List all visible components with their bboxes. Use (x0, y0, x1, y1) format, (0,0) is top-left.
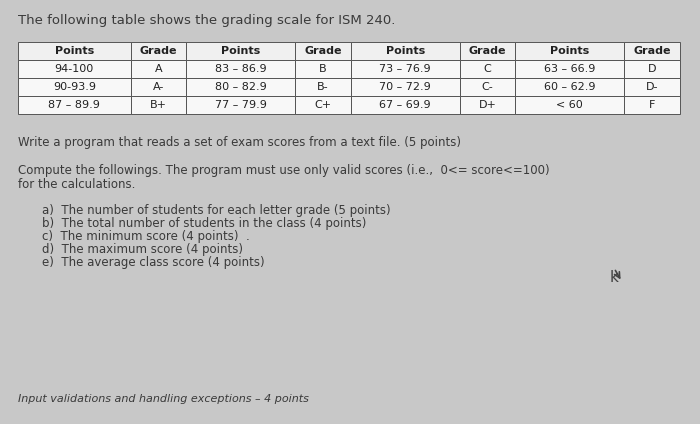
Text: e)  The average class score (4 points): e) The average class score (4 points) (42, 256, 265, 269)
Bar (295, 60, 351, 78)
Text: Grade: Grade (469, 46, 506, 56)
Text: 70 – 72.9: 70 – 72.9 (379, 82, 431, 92)
Text: D-: D- (646, 82, 658, 92)
Text: 94-100: 94-100 (55, 64, 94, 74)
Text: B-: B- (317, 82, 329, 92)
Bar (186, 96, 295, 114)
Bar (460, 60, 515, 78)
Bar (130, 78, 186, 96)
Text: 73 – 76.9: 73 – 76.9 (379, 64, 431, 74)
Bar (624, 60, 680, 78)
Text: Grade: Grade (304, 46, 342, 56)
Bar (18, 60, 130, 78)
Text: The following table shows the grading scale for ISM 240.: The following table shows the grading sc… (18, 14, 395, 27)
Text: Points: Points (221, 46, 260, 56)
Text: Points: Points (55, 46, 94, 56)
Text: A-: A- (153, 82, 164, 92)
Text: F: F (649, 100, 655, 110)
Text: b)  The total number of students in the class (4 points): b) The total number of students in the c… (42, 217, 366, 230)
Text: 90-93.9: 90-93.9 (52, 82, 96, 92)
Bar (186, 78, 295, 96)
Bar (460, 96, 515, 114)
Text: 87 – 89.9: 87 – 89.9 (48, 100, 100, 110)
Bar (186, 60, 295, 78)
Text: Grade: Grade (140, 46, 177, 56)
Bar (351, 78, 460, 96)
Bar (460, 42, 515, 60)
Text: C+: C+ (314, 100, 332, 110)
Text: 80 – 82.9: 80 – 82.9 (215, 82, 267, 92)
Text: D: D (648, 64, 657, 74)
Text: 77 – 79.9: 77 – 79.9 (215, 100, 267, 110)
Text: < 60: < 60 (556, 100, 583, 110)
Bar (130, 96, 186, 114)
Bar (295, 42, 351, 60)
Text: 83 – 86.9: 83 – 86.9 (215, 64, 267, 74)
Bar (515, 42, 624, 60)
Bar (624, 78, 680, 96)
Bar (515, 96, 624, 114)
Bar (130, 60, 186, 78)
Text: d)  The maximum score (4 points): d) The maximum score (4 points) (42, 243, 243, 256)
Bar (515, 78, 624, 96)
Bar (351, 96, 460, 114)
Text: B+: B+ (150, 100, 167, 110)
Text: Input validations and handling exceptions – 4 points: Input validations and handling exception… (18, 394, 309, 404)
Text: C-: C- (482, 82, 494, 92)
Bar (351, 42, 460, 60)
Text: a)  The number of students for each letter grade (5 points): a) The number of students for each lette… (42, 204, 391, 217)
Bar (130, 42, 186, 60)
Text: B: B (319, 64, 327, 74)
Bar (624, 42, 680, 60)
Text: Compute the followings. The program must use only valid scores (i.e.,  0<= score: Compute the followings. The program must… (18, 164, 550, 177)
Text: k: k (610, 270, 619, 285)
Bar (351, 60, 460, 78)
Bar (515, 60, 624, 78)
Bar (295, 78, 351, 96)
Text: C: C (484, 64, 491, 74)
Bar (460, 78, 515, 96)
Text: 63 – 66.9: 63 – 66.9 (544, 64, 596, 74)
Text: Grade: Grade (634, 46, 671, 56)
Text: A: A (155, 64, 162, 74)
Text: D+: D+ (479, 100, 496, 110)
Bar (295, 96, 351, 114)
Bar (18, 96, 130, 114)
Text: 67 – 69.9: 67 – 69.9 (379, 100, 431, 110)
Bar (186, 42, 295, 60)
Text: 60 – 62.9: 60 – 62.9 (544, 82, 596, 92)
Bar (18, 42, 130, 60)
Bar (18, 78, 130, 96)
Bar (624, 96, 680, 114)
Text: for the calculations.: for the calculations. (18, 178, 135, 191)
Text: Write a program that reads a set of exam scores from a text file. (5 points): Write a program that reads a set of exam… (18, 136, 461, 149)
Text: Points: Points (386, 46, 425, 56)
Text: c)  The minimum score (4 points)  .: c) The minimum score (4 points) . (42, 230, 250, 243)
Text: Points: Points (550, 46, 589, 56)
